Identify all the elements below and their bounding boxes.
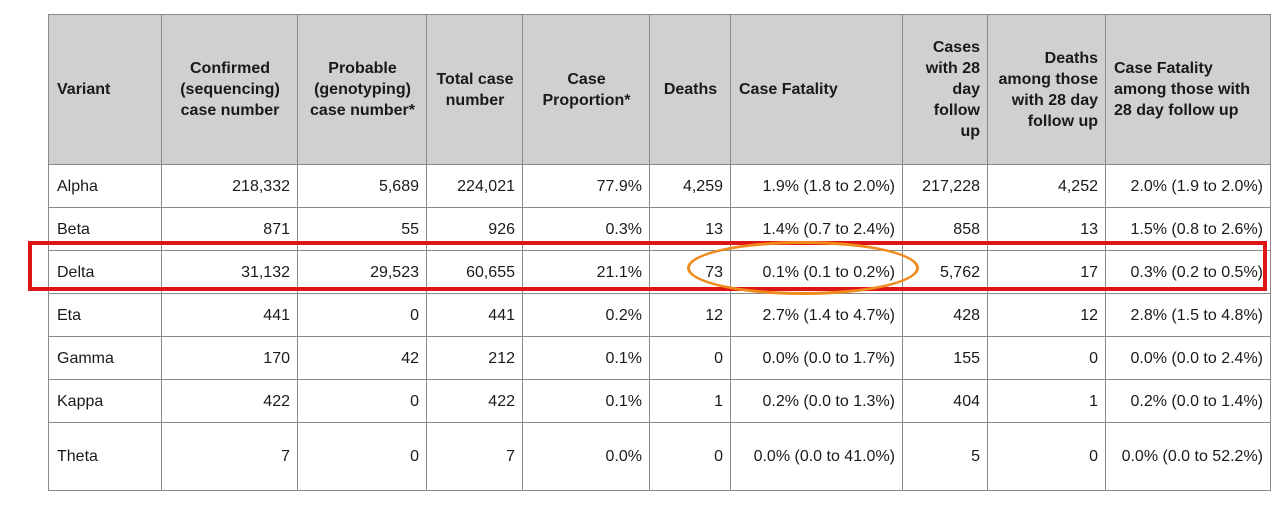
cell-total: 212 [426,336,523,380]
header-deaths: Deaths [649,14,731,165]
cell-case-fatality-28-day: 0.2% (0.0 to 1.4%) [1105,379,1271,423]
table-row: Theta 7 0 7 0.0% 0 0.0% (0.0 to 41.0%) 5… [48,422,1271,491]
header-total-cases: Total case number [426,14,523,165]
header-variant: Variant [48,14,162,165]
cell-total: 60,655 [426,250,523,294]
cell-confirmed: 31,132 [161,250,298,294]
variant-table: Variant Confirmed (sequencing) case numb… [48,14,1271,491]
table-row: Beta 871 55 926 0.3% 13 1.4% (0.7 to 2.4… [48,207,1271,251]
cell-deaths: 1 [649,379,731,423]
cell-case-fatality-28-day: 0.3% (0.2 to 0.5%) [1105,250,1271,294]
cell-proportion: 21.1% [522,250,650,294]
cell-cases-28-day: 155 [902,336,988,380]
header-cases-28-day: Cases with 28 day follow up [902,14,988,165]
cell-variant: Delta [48,250,162,294]
cell-case-fatality: 0.0% (0.0 to 1.7%) [730,336,903,380]
cell-probable: 42 [297,336,427,380]
cell-probable: 55 [297,207,427,251]
cell-deaths-28-day: 17 [987,250,1106,294]
cell-deaths: 12 [649,293,731,337]
table-row: Eta 441 0 441 0.2% 12 2.7% (1.4 to 4.7%)… [48,293,1271,337]
cell-deaths-28-day: 0 [987,422,1106,491]
cell-variant: Gamma [48,336,162,380]
cell-case-fatality: 0.2% (0.0 to 1.3%) [730,379,903,423]
cell-probable: 0 [297,422,427,491]
cell-variant: Kappa [48,379,162,423]
cell-total: 422 [426,379,523,423]
cell-probable: 0 [297,293,427,337]
cell-total: 224,021 [426,164,523,208]
header-confirmed-cases: Confirmed (sequencing) case number [161,14,298,165]
cell-probable: 5,689 [297,164,427,208]
table-row-delta: Delta 31,132 29,523 60,655 21.1% 73 0.1%… [48,250,1271,294]
cell-variant: Eta [48,293,162,337]
cell-case-fatality-28-day: 0.0% (0.0 to 2.4%) [1105,336,1271,380]
cell-case-fatality-28-day: 1.5% (0.8 to 2.6%) [1105,207,1271,251]
cell-cases-28-day: 404 [902,379,988,423]
cell-probable: 0 [297,379,427,423]
cell-cases-28-day: 5,762 [902,250,988,294]
cell-confirmed: 218,332 [161,164,298,208]
cell-variant: Beta [48,207,162,251]
cell-case-fatality: 2.7% (1.4 to 4.7%) [730,293,903,337]
cell-total: 441 [426,293,523,337]
cell-cases-28-day: 858 [902,207,988,251]
cell-case-fatality: 1.4% (0.7 to 2.4%) [730,207,903,251]
cell-confirmed: 441 [161,293,298,337]
cell-variant: Theta [48,422,162,491]
cell-confirmed: 422 [161,379,298,423]
header-probable-cases: Probable (genotyping) case number* [297,14,427,165]
cell-total: 7 [426,422,523,491]
header-case-proportion: Case Proportion* [522,14,650,165]
cell-deaths-28-day: 0 [987,336,1106,380]
cell-deaths: 0 [649,422,731,491]
cell-deaths: 0 [649,336,731,380]
table-row: Kappa 422 0 422 0.1% 1 0.2% (0.0 to 1.3%… [48,379,1271,423]
cell-confirmed: 871 [161,207,298,251]
cell-deaths: 4,259 [649,164,731,208]
cell-proportion: 0.2% [522,293,650,337]
cell-proportion: 0.1% [522,379,650,423]
cell-probable: 29,523 [297,250,427,294]
cell-cases-28-day: 428 [902,293,988,337]
cell-cases-28-day: 217,228 [902,164,988,208]
header-case-fatality-28-day: Case Fatality among those with 28 day fo… [1105,14,1271,165]
table-row: Gamma 170 42 212 0.1% 0 0.0% (0.0 to 1.7… [48,336,1271,380]
cell-proportion: 0.0% [522,422,650,491]
cell-deaths-28-day: 1 [987,379,1106,423]
cell-case-fatality-28-day: 2.0% (1.9 to 2.0%) [1105,164,1271,208]
cell-deaths: 13 [649,207,731,251]
cell-deaths: 73 [649,250,731,294]
table-header-row: Variant Confirmed (sequencing) case numb… [48,14,1271,165]
cell-confirmed: 170 [161,336,298,380]
cell-case-fatality: 0.0% (0.0 to 41.0%) [730,422,903,491]
cell-deaths-28-day: 13 [987,207,1106,251]
table-row: Alpha 218,332 5,689 224,021 77.9% 4,259 … [48,164,1271,208]
cell-proportion: 0.3% [522,207,650,251]
cell-case-fatality: 1.9% (1.8 to 2.0%) [730,164,903,208]
header-deaths-28-day: Deaths among those with 28 day follow up [987,14,1106,165]
cell-case-fatality-28-day: 0.0% (0.0 to 52.2%) [1105,422,1271,491]
cell-case-fatality: 0.1% (0.1 to 0.2%) [730,250,903,294]
cell-proportion: 77.9% [522,164,650,208]
cell-deaths-28-day: 4,252 [987,164,1106,208]
cell-confirmed: 7 [161,422,298,491]
cell-case-fatality-28-day: 2.8% (1.5 to 4.8%) [1105,293,1271,337]
cell-variant: Alpha [48,164,162,208]
cell-cases-28-day: 5 [902,422,988,491]
cell-total: 926 [426,207,523,251]
cell-deaths-28-day: 12 [987,293,1106,337]
cell-proportion: 0.1% [522,336,650,380]
header-case-fatality: Case Fatality [730,14,903,165]
